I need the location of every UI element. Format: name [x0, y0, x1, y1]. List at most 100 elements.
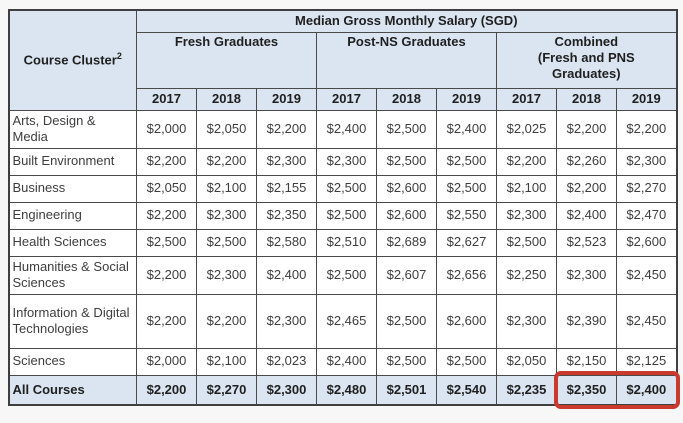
salary-cell: $2,540 — [436, 374, 497, 406]
cluster-cell: All Courses — [8, 374, 137, 406]
year-header-postns-2019: 2019 — [436, 87, 497, 111]
salary-cell: $2,260 — [556, 147, 617, 176]
table-title: Median Gross Monthly Salary (SGD) — [135, 9, 678, 33]
salary-cell: $2,689 — [376, 228, 437, 257]
salary-cell: $2,510 — [316, 228, 377, 257]
salary-cell: $2,500 — [316, 174, 377, 203]
salary-cell: $2,200 — [556, 109, 617, 149]
salary-cell: $2,500 — [196, 228, 257, 257]
salary-cell: $2,050 — [136, 174, 197, 203]
salary-cell: $2,400 — [316, 109, 377, 149]
salary-cell: $2,500 — [376, 293, 437, 349]
salary-cell: $2,300 — [256, 374, 317, 406]
row-engineering: Engineering $2,200 $2,300 $2,350 $2,500 … — [8, 201, 678, 230]
salary-cell: $2,000 — [136, 347, 197, 376]
year-header-combined-2019: 2019 — [615, 87, 678, 111]
salary-cell: $2,400 — [316, 347, 377, 376]
salary-cell: $2,200 — [136, 201, 197, 230]
cluster-cell: Engineering — [8, 201, 137, 230]
group-header-row: Fresh Graduates Post-NS Graduates Combin… — [9, 31, 678, 89]
salary-cell: $2,100 — [196, 174, 257, 203]
salary-cell: $2,523 — [556, 228, 617, 257]
group-fresh-graduates: Fresh Graduates — [136, 31, 317, 89]
median-salary-table: Course Cluster2 Median Gross Monthly Sal… — [7, 9, 678, 406]
row-sciences: Sciences $2,000 $2,100 $2,023 $2,400 $2,… — [8, 347, 678, 376]
salary-cell: $2,125 — [615, 347, 678, 376]
salary-cell: $2,200 — [136, 255, 197, 295]
cluster-cell: Information & Digital Technologies — [8, 293, 137, 349]
salary-cell: $2,200 — [136, 147, 197, 176]
group-label-line: Graduates) — [551, 66, 621, 81]
row-arts-design-media: Arts, Design & Media $2,000 $2,050 $2,20… — [8, 109, 678, 149]
salary-cell: $2,100 — [496, 174, 557, 203]
cluster-cell: Arts, Design & Media — [8, 109, 137, 149]
salary-cell: $2,200 — [496, 147, 557, 176]
salary-cell: $2,500 — [316, 255, 377, 295]
salary-cell: $2,300 — [615, 147, 678, 176]
salary-cell: $2,500 — [436, 147, 497, 176]
group-label-line: Combined — [554, 33, 619, 49]
salary-cell: $2,235 — [496, 374, 557, 406]
row-information-digital-technologies: Information & Digital Technologies $2,20… — [8, 293, 678, 349]
salary-cell-highlighted: $2,350 — [556, 374, 617, 406]
salary-cell: $2,656 — [436, 255, 497, 295]
salary-cell: $2,450 — [615, 293, 678, 349]
salary-cell: $2,465 — [316, 293, 377, 349]
table-container: Course Cluster2 Median Gross Monthly Sal… — [7, 9, 680, 409]
cluster-cell: Business — [8, 174, 137, 203]
salary-cell: $2,200 — [256, 109, 317, 149]
salary-cell: $2,300 — [196, 201, 257, 230]
row-all-courses: All Courses $2,200 $2,270 $2,300 $2,480 … — [8, 374, 678, 406]
salary-cell: $2,150 — [556, 347, 617, 376]
cluster-cell: Sciences — [8, 347, 137, 376]
salary-cell: $2,607 — [376, 255, 437, 295]
group-label: Fresh Graduates — [174, 33, 279, 49]
group-combined: Combined (Fresh and PNS Graduates) — [495, 31, 678, 89]
salary-cell: $2,500 — [376, 109, 437, 149]
salary-cell: $2,500 — [436, 347, 497, 376]
salary-cell: $2,400 — [256, 255, 317, 295]
salary-cell: $2,000 — [136, 109, 197, 149]
salary-cell: $2,500 — [136, 228, 197, 257]
salary-cell: $2,100 — [196, 347, 257, 376]
salary-cell: $2,300 — [496, 293, 557, 349]
salary-cell: $2,200 — [136, 374, 197, 406]
salary-cell: $2,580 — [256, 228, 317, 257]
salary-cell: $2,600 — [376, 174, 437, 203]
salary-cell: $2,300 — [496, 201, 557, 230]
salary-cell: $2,500 — [496, 228, 557, 257]
salary-cell: $2,500 — [436, 174, 497, 203]
year-header-postns-2018: 2018 — [376, 87, 437, 111]
salary-cell: $2,600 — [615, 228, 678, 257]
cluster-cell: Built Environment — [8, 147, 137, 176]
row-humanities-social-sciences: Humanities & Social Sciences $2,200 $2,3… — [8, 255, 678, 295]
salary-cell: $2,300 — [316, 147, 377, 176]
salary-cell: $2,250 — [496, 255, 557, 295]
salary-cell: $2,023 — [256, 347, 317, 376]
salary-cell: $2,450 — [615, 255, 678, 295]
salary-cell: $2,390 — [556, 293, 617, 349]
salary-cell: $2,300 — [256, 147, 317, 176]
row-health-sciences: Health Sciences $2,500 $2,500 $2,580 $2,… — [8, 228, 678, 257]
salary-cell: $2,270 — [196, 374, 257, 406]
title-row: Course Cluster2 Median Gross Monthly Sal… — [8, 9, 678, 111]
salary-cell: $2,200 — [196, 293, 257, 349]
salary-cell: $2,200 — [556, 174, 617, 203]
year-header-fresh-2019: 2019 — [256, 87, 317, 111]
salary-cell: $2,500 — [316, 201, 377, 230]
year-header-fresh-2017: 2017 — [136, 87, 197, 111]
salary-cell: $2,025 — [496, 109, 557, 149]
year-header-combined-2017: 2017 — [496, 87, 557, 111]
salary-cell-highlighted: $2,400 — [615, 374, 678, 406]
corner-superscript: 2 — [116, 51, 122, 62]
corner-label: Course Cluster — [23, 52, 117, 68]
cluster-cell: Health Sciences — [8, 228, 137, 257]
salary-cell: $2,200 — [136, 293, 197, 349]
salary-cell: $2,050 — [496, 347, 557, 376]
year-header-fresh-2018: 2018 — [196, 87, 257, 111]
row-built-environment: Built Environment $2,200 $2,200 $2,300 $… — [8, 147, 678, 176]
salary-cell: $2,155 — [256, 174, 317, 203]
cluster-cell: Humanities & Social Sciences — [8, 255, 137, 295]
salary-cell: $2,480 — [316, 374, 377, 406]
salary-cell: $2,550 — [436, 201, 497, 230]
